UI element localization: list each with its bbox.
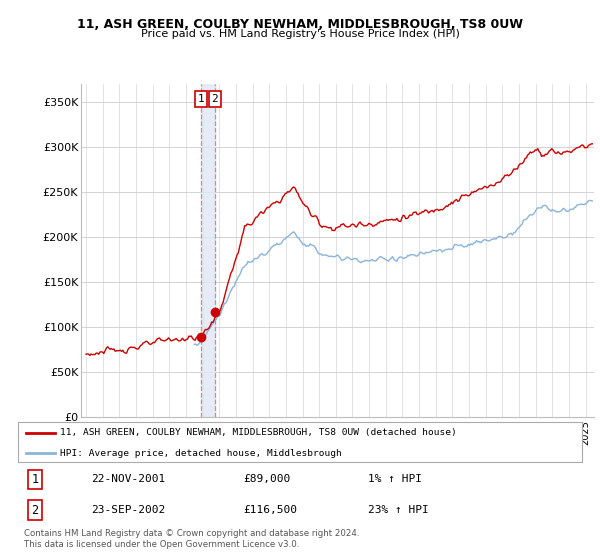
Text: 22-NOV-2001: 22-NOV-2001	[91, 474, 166, 484]
Text: £89,000: £89,000	[244, 474, 291, 484]
Text: 1: 1	[31, 473, 38, 486]
Text: 1% ↑ HPI: 1% ↑ HPI	[368, 474, 422, 484]
Text: 11, ASH GREEN, COULBY NEWHAM, MIDDLESBROUGH, TS8 0UW: 11, ASH GREEN, COULBY NEWHAM, MIDDLESBRO…	[77, 18, 523, 31]
Text: 23-SEP-2002: 23-SEP-2002	[91, 505, 166, 515]
Text: 23% ↑ HPI: 23% ↑ HPI	[368, 505, 428, 515]
Text: 2: 2	[31, 504, 38, 517]
Bar	[201, 84, 215, 417]
Text: Price paid vs. HM Land Registry's House Price Index (HPI): Price paid vs. HM Land Registry's House …	[140, 29, 460, 39]
Text: 2: 2	[211, 94, 218, 104]
Text: £116,500: £116,500	[244, 505, 298, 515]
Text: Contains HM Land Registry data © Crown copyright and database right 2024.
This d: Contains HM Land Registry data © Crown c…	[24, 529, 359, 549]
Text: 1: 1	[197, 94, 204, 104]
Text: 11, ASH GREEN, COULBY NEWHAM, MIDDLESBROUGH, TS8 0UW (detached house): 11, ASH GREEN, COULBY NEWHAM, MIDDLESBRO…	[60, 428, 457, 437]
Text: HPI: Average price, detached house, Middlesbrough: HPI: Average price, detached house, Midd…	[60, 449, 342, 458]
